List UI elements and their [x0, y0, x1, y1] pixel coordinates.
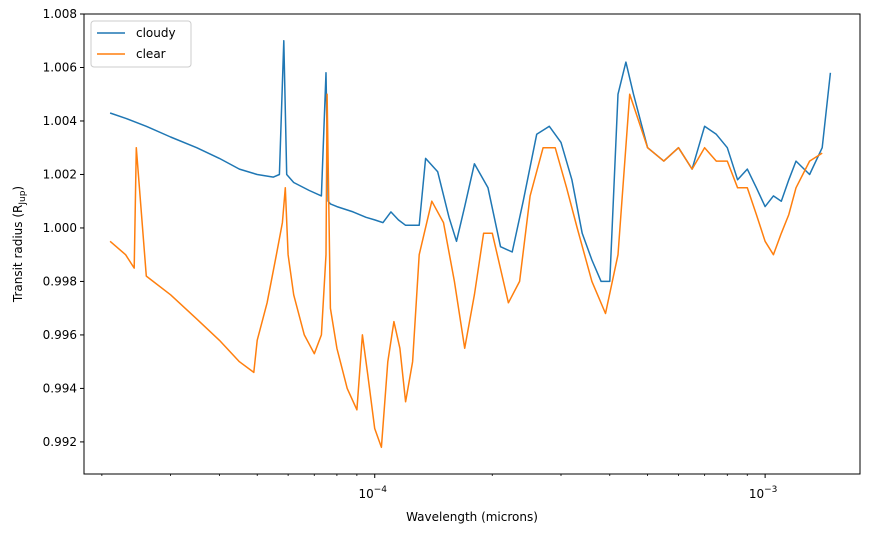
- y-tick-label: 0.996: [43, 328, 77, 342]
- x-axis: 10−4 10−3: [101, 474, 778, 501]
- y-tick-label: 1.006: [43, 60, 77, 74]
- y-tick-label: 1.004: [43, 114, 77, 128]
- y-tick-label: 1.008: [43, 7, 77, 21]
- y-tick-label: 0.998: [43, 274, 77, 288]
- legend-label-clear: clear: [136, 47, 166, 61]
- series-line-cloudy: [109, 39, 832, 283]
- legend: cloudy clear: [90, 20, 192, 68]
- plot-frame: [83, 13, 861, 475]
- y-tick-label: 0.992: [43, 435, 77, 449]
- y-axis-label: Transit radius (RJup): [11, 186, 28, 303]
- x-axis-label: Wavelength (microns): [406, 510, 538, 524]
- series-line-clear: [109, 93, 823, 449]
- x-tick-label: 10−3: [749, 485, 778, 501]
- y-tick-label: 1.000: [43, 221, 77, 235]
- x-tick-label: 10−4: [358, 485, 387, 501]
- legend-label-cloudy: cloudy: [136, 26, 176, 40]
- y-axis: 0.992 0.994 0.996 0.998 1.000 1.002 1.004 1.006…: [43, 7, 84, 449]
- y-tick-label: 1.002: [43, 167, 77, 181]
- y-tick-label: 0.994: [43, 381, 77, 395]
- series-layer: [109, 39, 832, 449]
